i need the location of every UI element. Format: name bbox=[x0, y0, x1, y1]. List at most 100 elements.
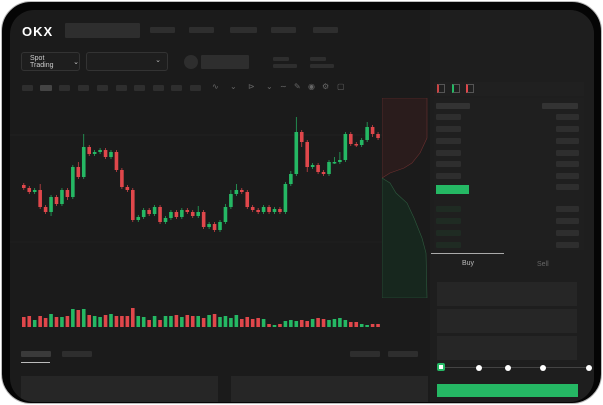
candle-body bbox=[212, 224, 217, 230]
interval-button[interactable] bbox=[153, 85, 164, 91]
chevron-down-icon[interactable]: ⌄ bbox=[230, 82, 237, 91]
nav-item[interactable] bbox=[150, 27, 175, 33]
slider-track[interactable] bbox=[440, 367, 590, 368]
filter-button[interactable] bbox=[388, 351, 418, 357]
settings-icon[interactable]: ⚙ bbox=[322, 82, 330, 91]
interval-button[interactable] bbox=[116, 85, 127, 91]
slider-step-50[interactable] bbox=[505, 365, 511, 371]
pair-dropdown[interactable]: ⌄ bbox=[86, 52, 168, 71]
candle-body bbox=[141, 210, 146, 217]
fullscreen-icon[interactable]: ▢ bbox=[337, 82, 345, 91]
volume-bar bbox=[196, 316, 200, 327]
candlestick-chart[interactable] bbox=[10, 10, 430, 340]
ruler-icon[interactable]: ✎ bbox=[294, 82, 301, 91]
interval-button[interactable] bbox=[171, 85, 182, 91]
bid-amount bbox=[556, 206, 579, 212]
ask-price bbox=[436, 114, 461, 120]
candle-body bbox=[250, 207, 255, 210]
slider-step-100[interactable] bbox=[586, 365, 592, 371]
candle-body bbox=[147, 210, 151, 214]
tab-buy[interactable]: Buy bbox=[462, 260, 475, 267]
slider-handle[interactable] bbox=[437, 363, 445, 371]
slider-step-25[interactable] bbox=[476, 365, 482, 371]
volume-bar bbox=[321, 319, 326, 327]
volume-bar bbox=[158, 320, 162, 327]
ask-price bbox=[436, 173, 461, 179]
bids-view-icon[interactable] bbox=[452, 84, 460, 93]
ask-amount bbox=[556, 126, 579, 132]
ask-price bbox=[436, 150, 461, 156]
volume-bar bbox=[201, 318, 206, 327]
candle-body bbox=[87, 147, 91, 154]
candle-body bbox=[38, 190, 42, 207]
both-sides-view-icon[interactable] bbox=[437, 84, 445, 93]
amount-input[interactable] bbox=[437, 309, 577, 333]
camera-icon[interactable]: ◉ bbox=[308, 82, 315, 91]
nav-item[interactable] bbox=[271, 27, 296, 33]
tab-open-orders[interactable] bbox=[21, 351, 51, 357]
slider-step-75[interactable] bbox=[540, 365, 546, 371]
volume-bar bbox=[190, 316, 195, 327]
line-icon[interactable]: ∼ bbox=[280, 82, 287, 91]
volume-bar bbox=[359, 324, 364, 327]
volume-bar bbox=[92, 316, 97, 327]
market-type-dropdown[interactable]: Spot Trading ⌄ bbox=[21, 52, 80, 71]
candle-body bbox=[92, 152, 97, 154]
volume-bar bbox=[180, 317, 184, 327]
price-display bbox=[201, 55, 249, 69]
candle-body bbox=[201, 212, 206, 227]
nav-item[interactable] bbox=[230, 27, 257, 33]
bid-price bbox=[436, 242, 461, 248]
volume-bar bbox=[354, 322, 359, 327]
total-input[interactable] bbox=[437, 336, 577, 360]
volume-bar bbox=[87, 315, 91, 327]
candle-body bbox=[185, 210, 190, 212]
bid-price bbox=[436, 206, 461, 212]
candle-body bbox=[376, 134, 380, 138]
volume-bar bbox=[98, 317, 102, 327]
ask-price bbox=[436, 126, 461, 132]
buy-submit-button[interactable] bbox=[437, 384, 578, 397]
candle-body bbox=[305, 142, 309, 167]
volume-bar bbox=[174, 315, 179, 327]
chevron-down-icon: ⌄ bbox=[73, 58, 79, 66]
bid-amount bbox=[556, 218, 579, 224]
chart-type-icon[interactable]: ∿ bbox=[212, 82, 219, 91]
search-bar[interactable] bbox=[65, 23, 140, 38]
volume-bar bbox=[316, 318, 320, 327]
interval-button[interactable] bbox=[97, 85, 108, 91]
volume-bar bbox=[136, 316, 141, 327]
candle-body bbox=[190, 212, 195, 216]
volume-bar bbox=[120, 316, 124, 327]
volume-bar bbox=[212, 314, 217, 327]
indicator-icon[interactable]: ⊳ bbox=[248, 82, 255, 91]
candle-body bbox=[125, 187, 130, 190]
candle-body bbox=[163, 218, 168, 222]
candle-body bbox=[65, 190, 70, 197]
bottom-panel-right bbox=[231, 376, 428, 402]
interval-button[interactable] bbox=[78, 85, 89, 91]
interval-button[interactable] bbox=[22, 85, 33, 91]
interval-button[interactable] bbox=[134, 85, 145, 91]
depth-bids-area bbox=[382, 177, 428, 298]
interval-button[interactable] bbox=[59, 85, 70, 91]
volume-bar bbox=[278, 324, 282, 327]
filter-button[interactable] bbox=[350, 351, 380, 357]
interval-button-active[interactable] bbox=[40, 85, 52, 91]
volume-bar bbox=[234, 315, 239, 327]
candle-body bbox=[354, 144, 359, 146]
asks-view-icon[interactable] bbox=[466, 84, 474, 93]
tab-order-history[interactable] bbox=[62, 351, 92, 357]
volume-bar bbox=[218, 317, 222, 327]
chevron-down-icon[interactable]: ⌄ bbox=[266, 82, 273, 91]
volume-bar bbox=[54, 317, 59, 327]
nav-item[interactable] bbox=[189, 27, 214, 33]
last-price-highlight[interactable] bbox=[436, 185, 469, 194]
tab-sell[interactable]: Sell bbox=[537, 261, 549, 268]
interval-button[interactable] bbox=[190, 85, 201, 91]
price-input[interactable] bbox=[437, 282, 577, 306]
candle-body bbox=[365, 127, 369, 140]
bid-price bbox=[436, 218, 461, 224]
nav-item[interactable] bbox=[313, 27, 338, 33]
